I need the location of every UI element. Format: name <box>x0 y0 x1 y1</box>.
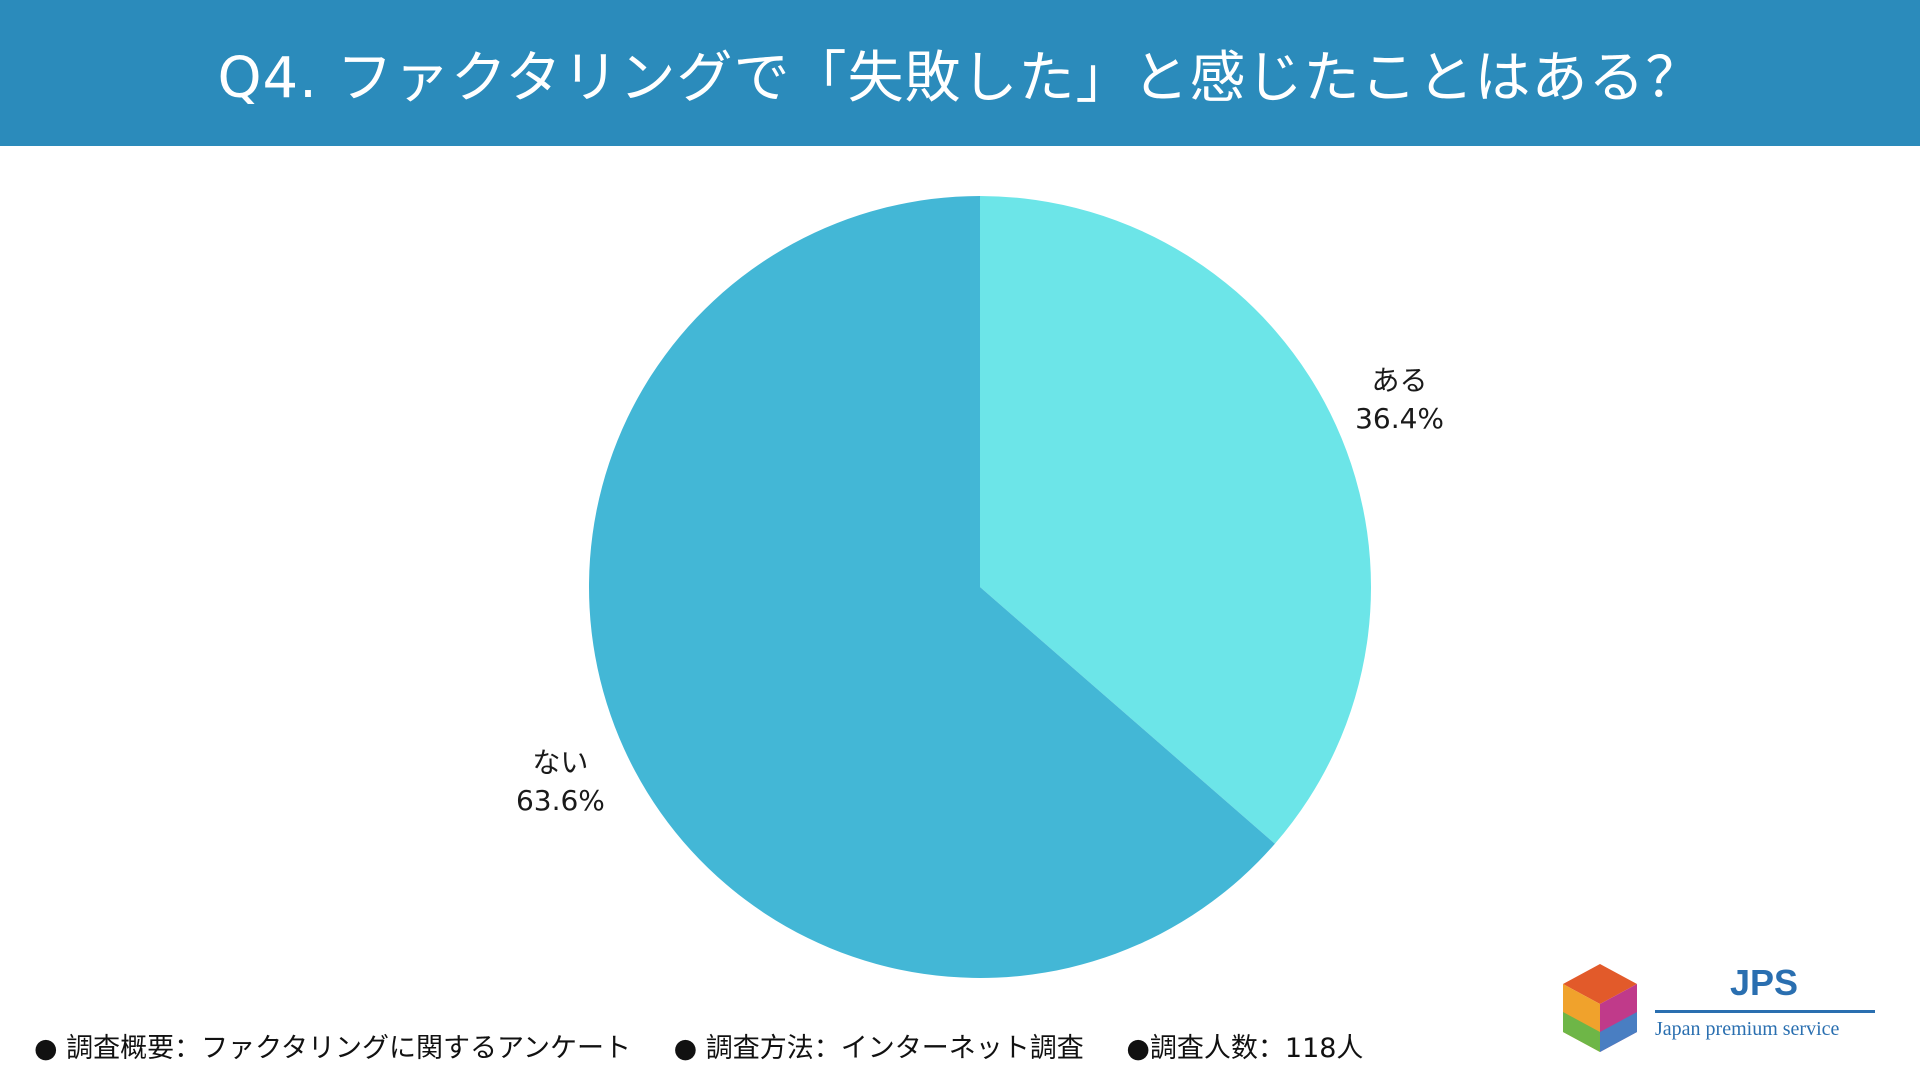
survey-notes: ● 調査概要：ファクタリングに関するアンケート ● 調査方法：インターネット調査… <box>34 1026 1397 1065</box>
slice-label-1: ない <box>532 746 588 779</box>
logo-name: JPS <box>1730 962 1799 1003</box>
survey-method: ● 調査方法：インターネット調査 <box>673 1033 1084 1064</box>
slice-label-0: ある <box>1372 364 1428 397</box>
logo-subtitle: Japan premium service <box>1655 1018 1840 1040</box>
slice-value-label-1: 63.6% <box>516 784 605 817</box>
jps-logo: JPS Japan premium service <box>1555 958 1875 1058</box>
pie-slice-0 <box>980 196 1371 844</box>
logo-divider <box>1655 1010 1875 1013</box>
cube-logo-icon <box>1563 964 1637 1052</box>
pie-slice-1 <box>589 196 1275 979</box>
header-bar: Q4. ファクタリングで「失敗した」と感じたことはある？ <box>0 0 1920 146</box>
survey-count: ●調査人数：118人 <box>1126 1033 1364 1064</box>
page-title: Q4. ファクタリングで「失敗した」と感じたことはある？ <box>217 45 1703 111</box>
survey-overview: ● 調査概要：ファクタリングに関するアンケート <box>34 1033 631 1064</box>
slice-value-label-0: 36.4% <box>1355 402 1444 435</box>
